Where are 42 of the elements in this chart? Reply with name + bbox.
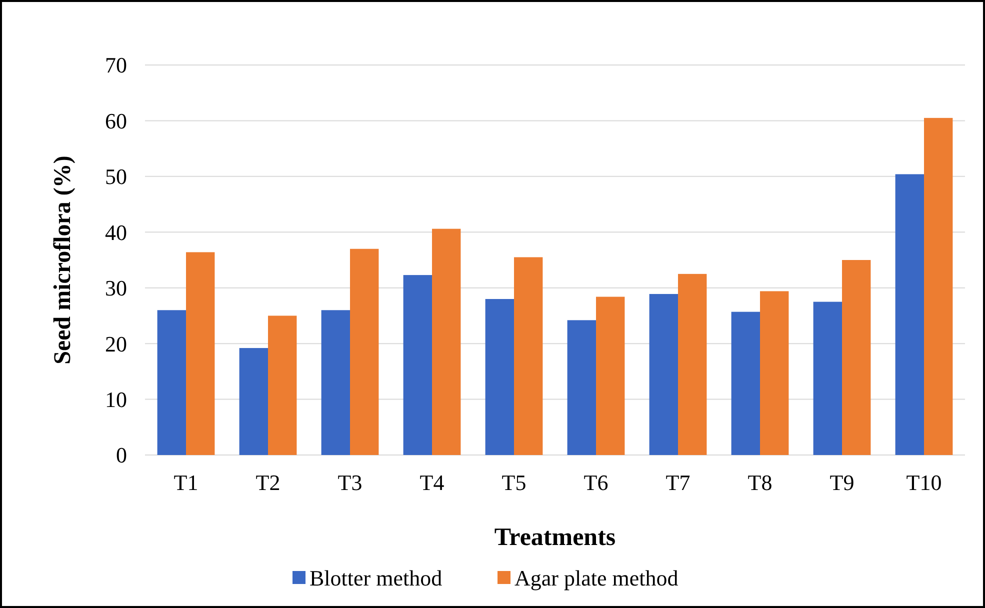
bar xyxy=(678,274,707,455)
x-tick-label: T9 xyxy=(830,470,854,495)
y-tick-label: 30 xyxy=(105,276,127,301)
x-axis-title: Treatments xyxy=(494,524,616,551)
x-tick-label: T2 xyxy=(256,470,280,495)
bar xyxy=(842,260,871,455)
x-tick-label: T1 xyxy=(174,470,198,495)
x-tick-label: T7 xyxy=(666,470,690,495)
bar xyxy=(186,252,215,455)
y-tick-label: 40 xyxy=(105,220,127,245)
bar xyxy=(760,291,789,455)
legend-label: Blotter method xyxy=(310,566,442,591)
bar xyxy=(649,294,678,455)
y-tick-label: 0 xyxy=(116,442,127,468)
y-tick-label: 70 xyxy=(105,52,127,78)
bar xyxy=(813,302,842,455)
bar xyxy=(567,320,596,455)
bar xyxy=(268,316,297,455)
bar xyxy=(403,275,432,455)
y-tick-label: 20 xyxy=(105,331,127,356)
bar xyxy=(596,296,625,455)
bar xyxy=(514,257,543,455)
bar xyxy=(485,299,514,455)
bar xyxy=(432,228,461,455)
bar xyxy=(895,174,924,455)
y-tick-label: 50 xyxy=(105,164,127,190)
bar xyxy=(157,310,186,455)
x-tick-label: T10 xyxy=(906,470,942,495)
x-tick-label: T5 xyxy=(502,470,526,495)
y-axis-title: Seed microflora (%) xyxy=(50,156,76,364)
bar xyxy=(731,312,760,455)
bar xyxy=(924,118,953,455)
y-tick-label: 10 xyxy=(105,386,127,412)
y-tick-label: 60 xyxy=(105,108,127,134)
bar xyxy=(350,248,379,455)
x-tick-label: T4 xyxy=(420,470,444,495)
legend-label: Agar plate method xyxy=(514,566,678,591)
x-tick-label: T8 xyxy=(748,470,772,495)
x-tick-label: T6 xyxy=(584,470,608,495)
bar xyxy=(321,310,350,455)
bar xyxy=(239,348,268,455)
x-tick-label: T3 xyxy=(338,470,362,495)
